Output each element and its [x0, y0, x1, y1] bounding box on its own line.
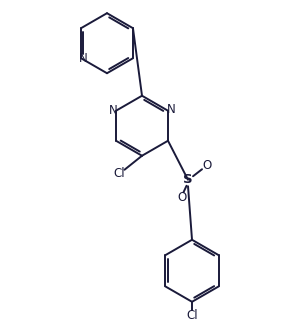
- Text: N: N: [108, 104, 117, 117]
- Text: Cl: Cl: [186, 309, 198, 322]
- Text: O: O: [177, 191, 187, 204]
- Text: N: N: [78, 52, 87, 65]
- Text: O: O: [202, 159, 212, 172]
- Text: Cl: Cl: [114, 167, 125, 180]
- Text: N: N: [167, 103, 175, 116]
- Text: S: S: [183, 173, 193, 186]
